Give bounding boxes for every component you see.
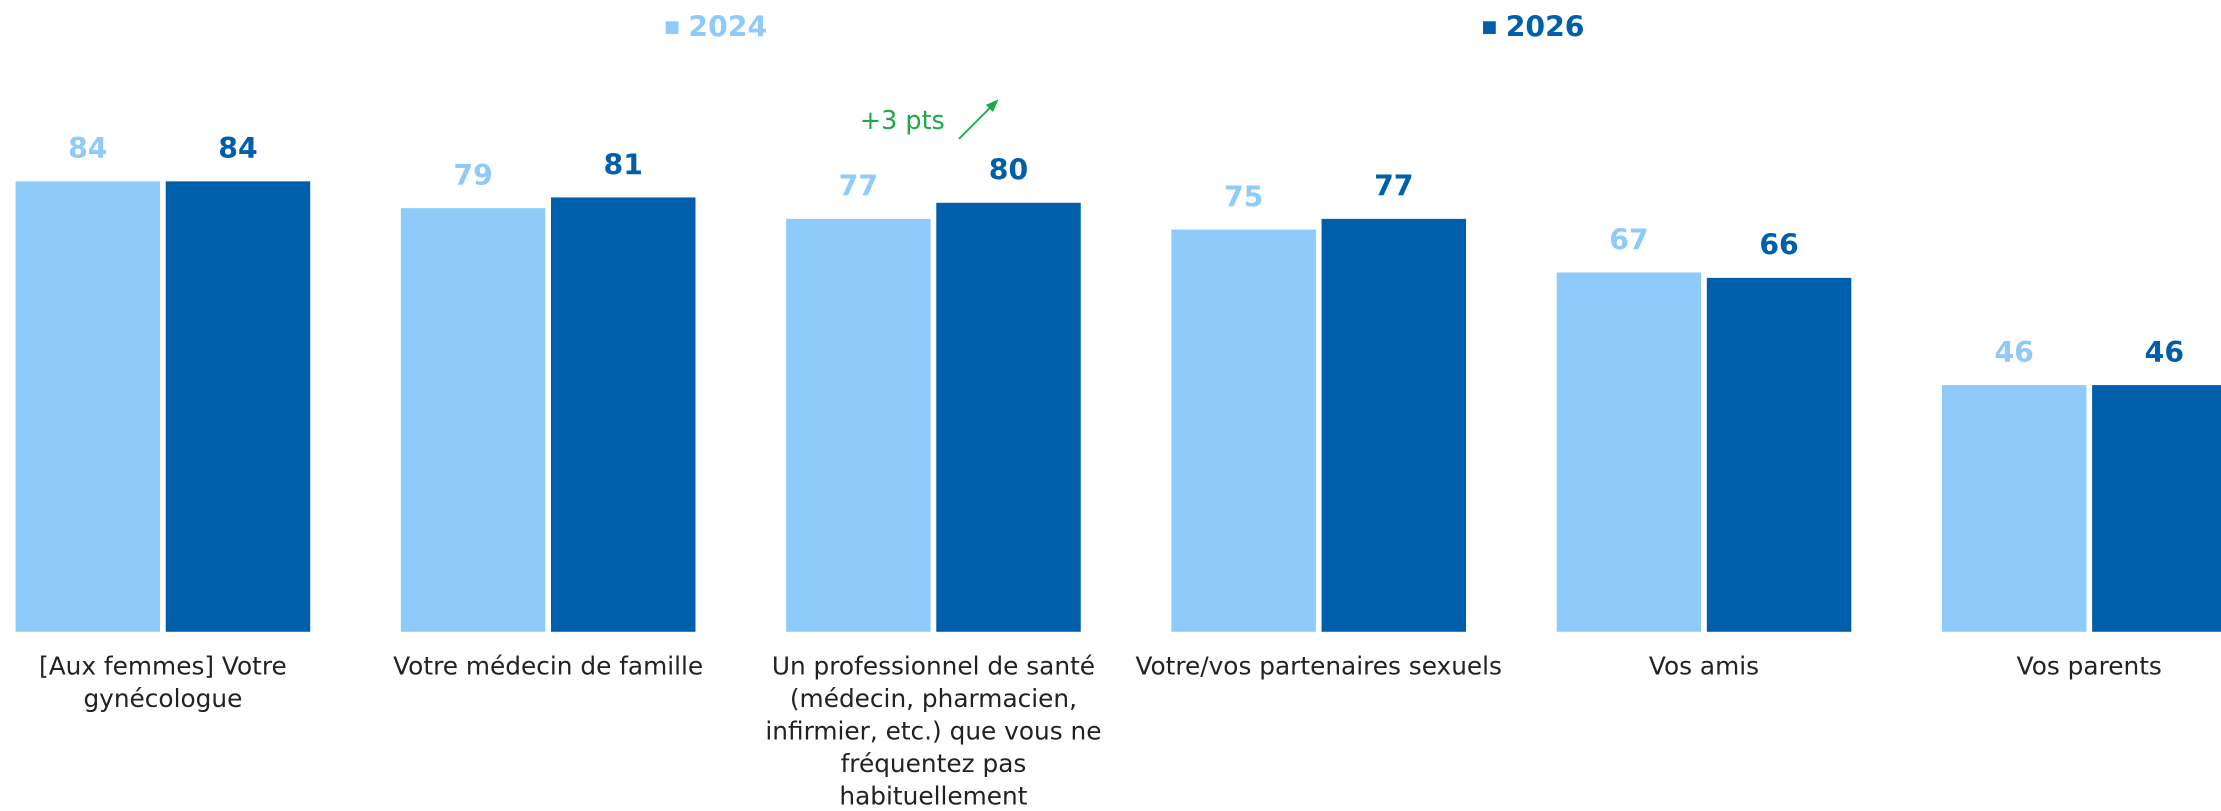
category-label-box: Un professionnel de santé (médecin, phar… — [765, 653, 1102, 811]
bar — [551, 197, 696, 632]
data-label: 75 — [1224, 180, 1263, 213]
data-label: 84 — [218, 132, 257, 165]
legend-swatch — [1483, 21, 1496, 35]
category-label: Votre/vos partenaires sexuels — [1135, 653, 1502, 682]
legend-label: 2026 — [1506, 10, 1585, 43]
annotation: +3 pts — [860, 106, 945, 136]
category-label: [Aux femmes] Votre gynécologue — [39, 653, 287, 714]
bar — [786, 218, 931, 632]
category-label: Un professionnel de santé (médecin, phar… — [765, 653, 1102, 811]
data-label: 84 — [68, 132, 107, 165]
data-label: 79 — [453, 159, 492, 192]
category-label-box: Vos parents — [2016, 653, 2162, 682]
category-label-box: Votre/vos partenaires sexuels — [1135, 653, 1502, 682]
category-label-box: [Aux femmes] Votre gynécologue — [39, 653, 287, 714]
data-label: 81 — [604, 148, 643, 181]
bar — [1171, 229, 1316, 632]
bar — [1941, 385, 2087, 632]
category-label: Votre médecin de famille — [393, 653, 704, 682]
category-label: Vos parents — [2016, 653, 2162, 682]
bar — [400, 208, 546, 632]
annotation-arrow — [958, 105, 993, 140]
bar — [1321, 218, 1467, 632]
bar — [15, 181, 161, 632]
annotation-arrowhead — [985, 99, 999, 112]
category-label-box: Votre médecin de famille — [393, 653, 704, 682]
data-label: 46 — [2145, 336, 2184, 369]
bar — [2092, 385, 2221, 632]
bar — [936, 202, 1081, 632]
data-label: 67 — [1609, 223, 1648, 256]
category-label-box: Vos amis — [1648, 653, 1760, 682]
bar — [1556, 272, 1702, 632]
legend-swatch — [665, 21, 679, 35]
data-label: 66 — [1759, 229, 1798, 262]
legend-label: 2024 — [688, 10, 767, 43]
bar — [1706, 277, 1852, 632]
data-label: 77 — [1374, 170, 1413, 203]
data-label: 46 — [1994, 336, 2033, 369]
category-label: Vos amis — [1648, 653, 1760, 682]
data-label: 80 — [989, 154, 1028, 187]
data-label: 77 — [839, 170, 878, 203]
bar — [165, 181, 311, 632]
